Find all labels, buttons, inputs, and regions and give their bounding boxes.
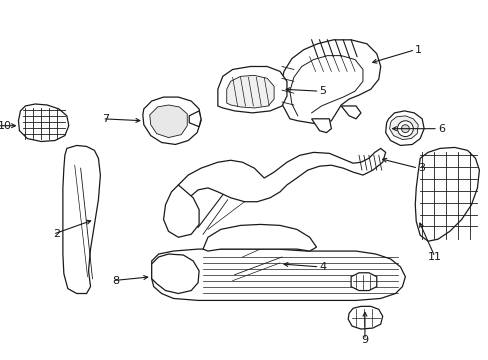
- Polygon shape: [149, 105, 187, 138]
- Text: 9: 9: [361, 335, 368, 345]
- Polygon shape: [203, 224, 316, 251]
- Text: 7: 7: [102, 114, 109, 124]
- Polygon shape: [151, 254, 199, 293]
- Polygon shape: [163, 185, 199, 237]
- Polygon shape: [218, 67, 286, 113]
- Circle shape: [397, 121, 412, 136]
- Polygon shape: [226, 75, 274, 108]
- Polygon shape: [142, 97, 201, 144]
- Text: 1: 1: [414, 45, 422, 55]
- Polygon shape: [389, 116, 417, 140]
- Text: 5: 5: [319, 86, 326, 96]
- Polygon shape: [311, 119, 331, 132]
- Polygon shape: [224, 249, 299, 285]
- Polygon shape: [414, 148, 478, 241]
- Polygon shape: [385, 111, 423, 145]
- Polygon shape: [19, 104, 69, 141]
- Polygon shape: [280, 40, 380, 125]
- Polygon shape: [175, 148, 385, 206]
- Polygon shape: [347, 306, 382, 329]
- Text: 6: 6: [437, 124, 444, 134]
- Polygon shape: [341, 106, 360, 119]
- Text: 2: 2: [53, 229, 60, 239]
- Text: 8: 8: [112, 276, 119, 286]
- Text: 11: 11: [427, 252, 441, 262]
- Polygon shape: [350, 273, 376, 291]
- Text: 10: 10: [0, 121, 12, 131]
- Polygon shape: [151, 249, 405, 301]
- Text: 3: 3: [417, 163, 425, 173]
- Text: 4: 4: [319, 262, 326, 272]
- Polygon shape: [63, 145, 100, 293]
- Circle shape: [401, 125, 408, 132]
- Polygon shape: [189, 111, 201, 127]
